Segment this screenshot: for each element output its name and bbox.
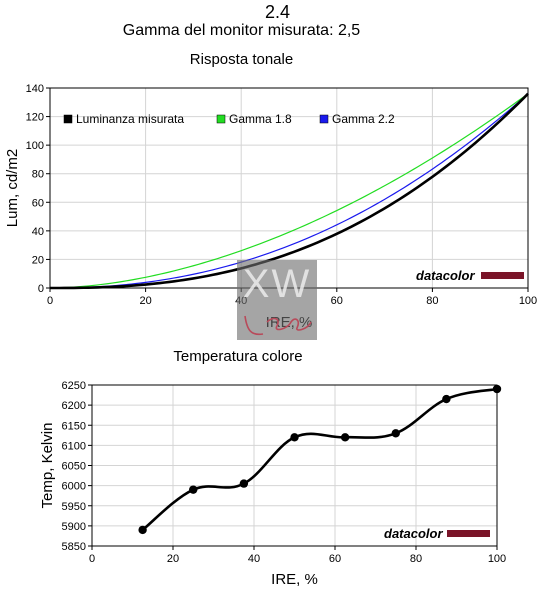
datacolor-logo-bar [447,530,490,537]
y-tick-label: 5950 [62,501,86,513]
y-axis-label: Lum, cd/m2 [4,149,21,227]
y-tick-label: 6050 [62,461,86,473]
x-tick-label: 40 [248,553,260,565]
legend-label: Gamma 2.2 [332,112,395,126]
x-tick-label: 100 [519,295,537,307]
y-tick-label: 100 [26,140,44,152]
watermark-logo-text: XW [242,262,312,306]
x-tick-label: 20 [167,553,179,565]
temperature-point [138,525,147,535]
datacolor-logo-bar [481,272,524,279]
legend-label: Gamma 1.8 [229,112,292,126]
y-tick-label: 6150 [62,420,86,432]
legend-label: Luminanza misurata [76,112,184,126]
series-line-1 [50,92,529,290]
x-tick-label: 60 [329,553,341,565]
section-title: 2.4 [264,2,291,22]
x-tick-label: 0 [47,295,53,307]
legend-swatch [319,114,329,124]
monitor-gamma-subtitle: Gamma del monitor misurata: 2,5 [122,22,361,39]
temperature-point [391,429,400,438]
y-tick-label: 80 [32,169,44,181]
temperature-point [189,485,198,494]
y-tick-label: 6100 [62,440,86,452]
y-tick-label: 20 [32,254,44,266]
series-line-3 [49,93,529,289]
tonal-response-title: Risposta tonale [189,51,294,68]
datacolor-logo: datacolor [416,268,475,283]
y-tick-label: 0 [38,283,44,295]
y-tick-label: 6250 [62,380,86,392]
x-tick-label: 20 [139,295,151,307]
x-tick-label: 60 [331,295,343,307]
x-tick-label: 100 [488,553,506,565]
x-axis-label: IRE, % [271,571,318,588]
y-tick-label: 60 [32,197,44,209]
x-tick-label: 80 [426,295,438,307]
watermark-logo: XW [237,260,317,340]
y-tick-label: 140 [26,83,44,95]
temperature-point [442,394,451,404]
color-temperature-title: Temperatura colore [173,348,303,365]
temperature-point [239,479,249,488]
watermark-signature-icon [244,315,312,336]
legend-swatch [63,114,73,124]
y-tick-label: 120 [26,112,44,124]
datacolor-logo: datacolor [384,526,443,541]
y-axis-label: Temp, Kelvin [39,423,56,509]
legend-swatch [216,114,226,124]
y-tick-label: 40 [32,226,44,238]
temperature-point [492,384,502,394]
x-tick-label: 0 [89,553,95,565]
y-tick-label: 6000 [62,481,86,493]
series-line-2 [49,93,529,289]
y-tick-label: 5900 [62,521,86,533]
y-tick-label: 6200 [62,400,86,412]
plot-frame [91,384,498,547]
temperature-point [290,433,299,442]
temperature-point [340,433,350,442]
y-tick-label: 5850 [62,541,86,553]
x-tick-label: 80 [410,553,422,565]
